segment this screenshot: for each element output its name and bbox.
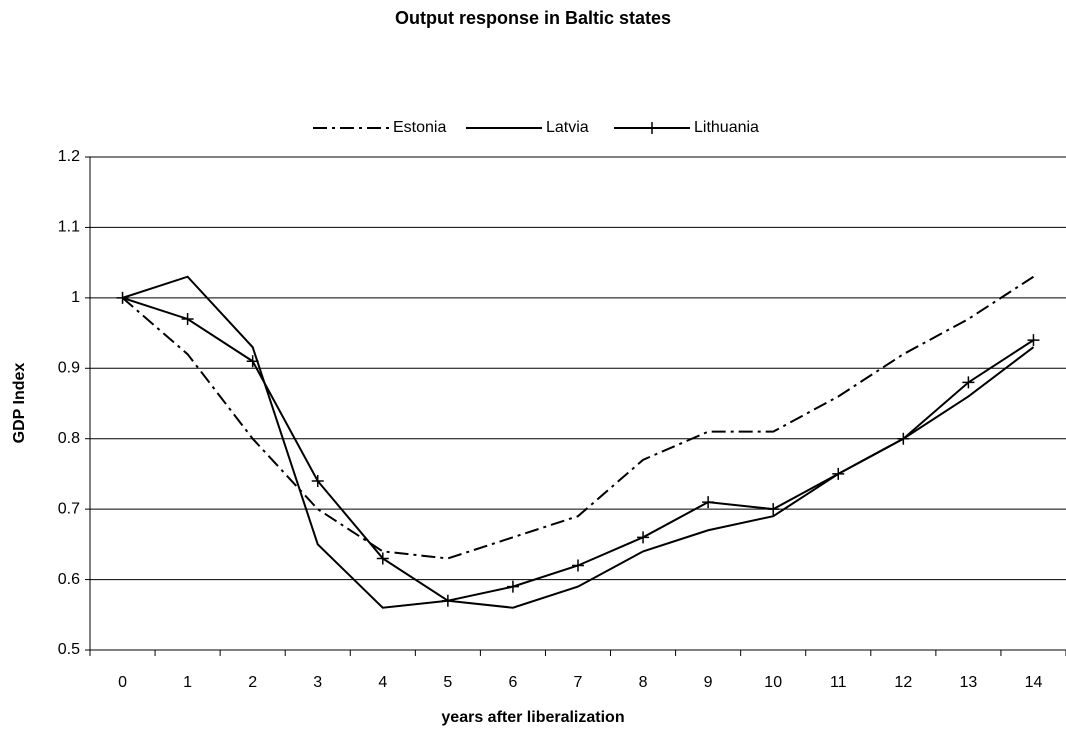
point-marker (962, 376, 975, 389)
x-tick-label: 4 (378, 674, 387, 691)
x-tick-label: 3 (313, 674, 322, 691)
point-marker (376, 552, 389, 565)
point-marker (441, 594, 454, 607)
y-tick-label: 0.5 (58, 641, 80, 658)
legend-label: Latvia (546, 119, 589, 136)
point-marker (116, 291, 129, 304)
x-tick-label: 9 (704, 674, 713, 691)
x-tick-label: 12 (894, 674, 912, 691)
point-marker (702, 496, 715, 509)
x-tick-label: 2 (248, 674, 257, 691)
y-tick-label: 0.9 (58, 360, 80, 377)
x-tick-label: 7 (574, 674, 583, 691)
point-marker (832, 467, 845, 480)
point-marker (897, 432, 910, 445)
point-marker (311, 474, 324, 487)
legend-label: Estonia (393, 119, 446, 136)
x-tick-label: 14 (1025, 674, 1043, 691)
x-tick-label: 1 (183, 674, 192, 691)
y-tick-label: 1.2 (58, 148, 80, 165)
legend-marker (646, 122, 658, 134)
x-tick-label: 11 (830, 674, 847, 691)
point-marker (246, 355, 259, 368)
point-marker (1027, 334, 1040, 347)
series-line (121, 275, 1035, 560)
point-marker (572, 559, 584, 572)
point-marker (767, 503, 780, 516)
y-tick-label: 0.8 (58, 430, 80, 447)
x-tick-label: 8 (639, 674, 648, 691)
chart-title: Output response in Baltic states (395, 8, 671, 28)
y-tick-label: 1 (71, 289, 80, 306)
x-tick-label: 13 (960, 674, 978, 691)
x-tick-label: 0 (118, 674, 127, 691)
y-tick-label: 0.7 (58, 500, 80, 517)
y-axis-label: GDP Index (11, 363, 28, 444)
point-marker (181, 312, 194, 325)
series-line (122, 296, 1035, 602)
y-tick-label: 1.1 (58, 219, 80, 236)
point-marker (506, 580, 519, 593)
y-tick-label: 0.6 (58, 571, 80, 588)
x-tick-label: 10 (764, 674, 782, 691)
x-tick-label: 5 (443, 674, 452, 691)
x-tick-label: 6 (508, 674, 517, 691)
legend-label: Lithuania (694, 119, 759, 136)
x-axis-label: years after liberalization (441, 709, 624, 726)
point-marker (637, 531, 650, 544)
